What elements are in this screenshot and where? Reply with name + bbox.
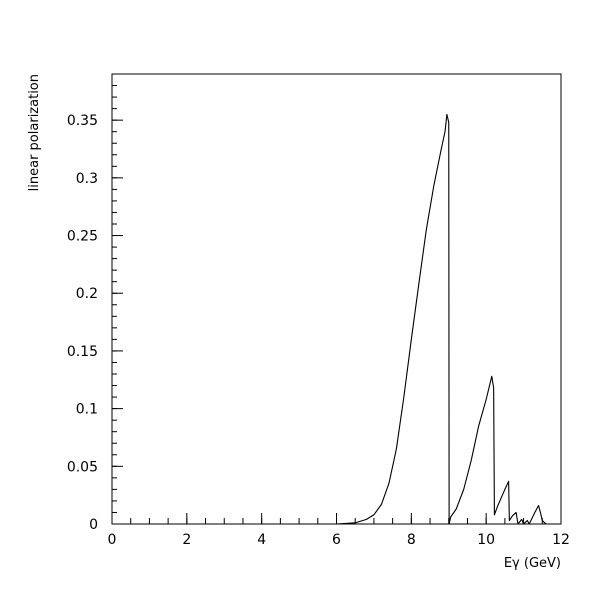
x-tick-label: 8 — [407, 532, 416, 548]
y-tick-label: 0.35 — [67, 113, 98, 129]
tick-labels: 0 2 4 6 8 10 12 0 0.05 0.1 0.15 0.2 0.25 0.3 0.35 — [67, 113, 570, 548]
plot-frame — [111, 73, 562, 525]
y-tick-label: 0.25 — [67, 229, 98, 245]
y-tick-label: 0.3 — [76, 171, 98, 187]
y-tick-label: 0 — [89, 517, 98, 533]
series-layer — [112, 113, 561, 525]
y-axis-label: linear polarization — [27, 74, 42, 191]
y-tick-label: 0.1 — [76, 402, 98, 418]
x-tick-label: 0 — [108, 532, 117, 548]
series-line — [112, 113, 561, 525]
y-tick-label: 0.05 — [67, 459, 98, 475]
x-axis-label: Eγ (GeV) — [504, 556, 561, 571]
y-tick-label: 0.2 — [76, 286, 98, 302]
x-tick-label: 12 — [552, 532, 570, 548]
x-tick-label: 6 — [332, 532, 341, 548]
x-tick-label: 10 — [477, 532, 495, 548]
x-tick-label: 4 — [257, 532, 266, 548]
x-tick-label: 2 — [182, 532, 191, 548]
y-tick-label: 0.15 — [67, 344, 98, 360]
